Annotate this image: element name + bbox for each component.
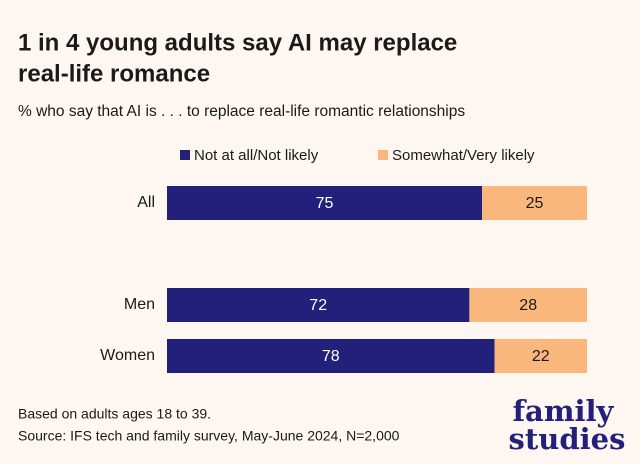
value-label: 78 [322,348,340,365]
chart-title: 1 in 4 young adults say AI may replace [18,29,457,56]
legend-swatch [378,150,388,160]
chart-title: real-life romance [18,60,210,87]
value-label: 25 [526,195,544,212]
bar-segment [482,186,587,220]
category-label: Men [124,296,155,313]
chart-subtitle: % who say that AI is . . . to replace re… [18,103,465,120]
bar-segment [494,339,587,373]
value-label: 72 [309,297,327,314]
legend-label: Not at all/Not likely [194,147,319,164]
value-label: 28 [519,297,537,314]
value-label: 22 [532,348,550,365]
bar-segment [167,339,495,373]
legend-label: Somewhat/Very likely [392,147,535,164]
bar-segment [167,186,482,220]
value-label: 75 [316,195,334,212]
legend-swatch [180,150,190,160]
logo: family [513,394,615,428]
footnote: Based on adults ages 18 to 39. [18,406,211,422]
category-label: All [137,194,155,211]
bar-segment [167,288,470,322]
category-label: Women [100,347,155,364]
logo: studies [509,422,626,456]
bar-segment [469,288,587,322]
source: Source: IFS tech and family survey, May-… [18,428,400,444]
